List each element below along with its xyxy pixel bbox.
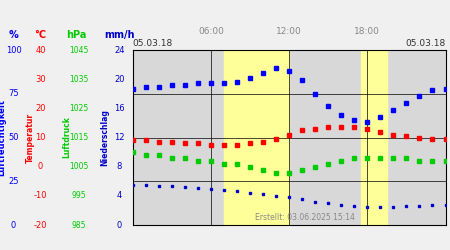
Text: hPa: hPa — [66, 30, 87, 40]
Text: 12: 12 — [114, 133, 125, 142]
Text: Luftdruck: Luftdruck — [62, 116, 71, 158]
Text: Erstellt: 03.06.2025 15:14: Erstellt: 03.06.2025 15:14 — [255, 214, 355, 222]
Text: 24: 24 — [114, 46, 125, 54]
Text: %: % — [9, 30, 18, 40]
Text: °C: °C — [35, 30, 46, 40]
Text: 985: 985 — [72, 220, 86, 230]
Text: 8: 8 — [117, 162, 122, 171]
Text: 10: 10 — [35, 133, 46, 142]
Bar — [361, 50, 387, 225]
Text: 40: 40 — [35, 46, 46, 54]
Text: 0: 0 — [38, 162, 43, 171]
Text: 1005: 1005 — [69, 162, 89, 171]
Text: 1045: 1045 — [69, 46, 89, 54]
Text: 0: 0 — [117, 220, 122, 230]
Text: 25: 25 — [8, 177, 19, 186]
Text: Temperatur: Temperatur — [26, 112, 35, 162]
Text: 16: 16 — [114, 104, 125, 113]
Text: 1015: 1015 — [69, 133, 88, 142]
Text: Niederschlag: Niederschlag — [100, 109, 109, 166]
Text: 4: 4 — [117, 191, 122, 200]
Text: 0: 0 — [11, 220, 16, 230]
Text: 1035: 1035 — [69, 75, 89, 84]
Text: 100: 100 — [5, 46, 22, 54]
Text: 50: 50 — [8, 133, 19, 142]
Text: 1025: 1025 — [69, 104, 88, 113]
Text: 20: 20 — [114, 75, 125, 84]
Text: 05.03.18: 05.03.18 — [133, 38, 173, 48]
Text: 06:00: 06:00 — [198, 27, 224, 36]
Text: 75: 75 — [8, 89, 19, 98]
Text: Luftfeuchtigkeit: Luftfeuchtigkeit — [0, 99, 6, 176]
Text: mm/h: mm/h — [104, 30, 135, 40]
Text: 20: 20 — [35, 104, 46, 113]
Text: -20: -20 — [34, 220, 47, 230]
Text: 30: 30 — [35, 75, 46, 84]
Text: 995: 995 — [72, 191, 86, 200]
Text: 18:00: 18:00 — [354, 27, 380, 36]
Text: -10: -10 — [34, 191, 47, 200]
Text: 12:00: 12:00 — [276, 27, 302, 36]
Bar — [224, 50, 289, 225]
Text: 05.03.18: 05.03.18 — [405, 38, 446, 48]
